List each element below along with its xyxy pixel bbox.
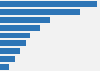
- Bar: [0, 64, 9, 70]
- Bar: [0, 33, 30, 38]
- Bar: [0, 25, 40, 31]
- Bar: [0, 40, 26, 46]
- Bar: [0, 17, 50, 23]
- Bar: [0, 9, 80, 15]
- Bar: [0, 1, 97, 7]
- Bar: [0, 56, 15, 62]
- Bar: [0, 48, 20, 54]
